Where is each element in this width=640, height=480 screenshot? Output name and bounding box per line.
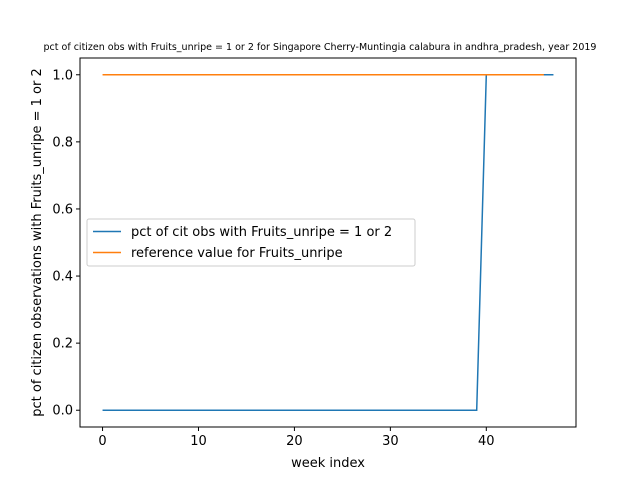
y-tick-label: 0.2 (52, 337, 73, 352)
plot-lines (102, 74, 554, 411)
legend: pct of cit obs with Fruits_unripe = 1 or… (86, 218, 416, 267)
x-tick-label: 30 (382, 434, 399, 449)
y-tick-label: 0.0 (52, 404, 73, 419)
x-tick-label: 20 (286, 434, 303, 449)
plot-area-frame (79, 57, 577, 428)
y-tick-label: 0.6 (52, 202, 73, 217)
y-axis-ticks: 0.0 0.2 0.4 0.6 0.8 1.0 (52, 68, 80, 419)
legend-box (86, 218, 416, 267)
y-axis-label: pct of citizen observations with Fruits_… (30, 68, 45, 417)
x-tick-label: 10 (190, 434, 207, 449)
y-tick-label: 0.8 (52, 135, 73, 150)
chart-title: pct of citizen obs with Fruits_unripe = … (44, 42, 597, 53)
y-tick-label: 0.4 (52, 270, 73, 285)
legend-label-reference: reference value for Fruits_unripe (131, 246, 343, 261)
y-tick-label: 1.0 (52, 68, 73, 83)
legend-label-citizen-obs: pct of cit obs with Fruits_unripe = 1 or… (131, 225, 392, 240)
x-axis-ticks: 0 10 20 30 40 (98, 427, 495, 449)
x-tick-label: 40 (478, 434, 495, 449)
x-axis-label: week index (291, 456, 365, 471)
x-tick-label: 0 (98, 434, 106, 449)
